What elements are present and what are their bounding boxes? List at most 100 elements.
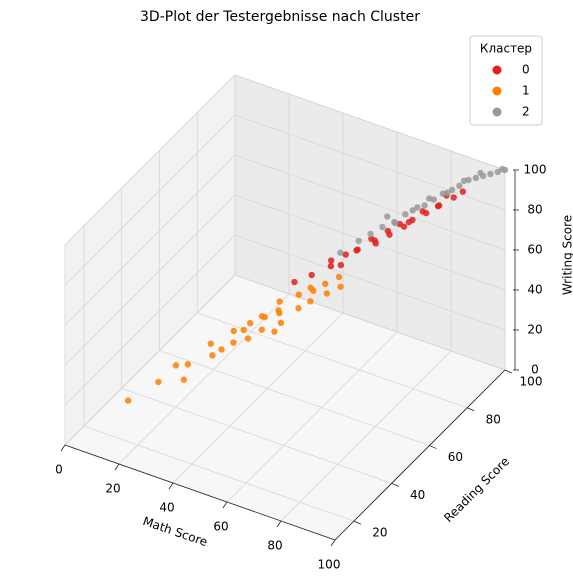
x-axis (64, 444, 336, 541)
point (172, 362, 180, 369)
point (355, 237, 362, 245)
point (367, 230, 374, 238)
grid-line (280, 350, 452, 522)
grid-line (64, 114, 236, 286)
grid-line (234, 194, 506, 291)
x-axis-label: Math Score (141, 514, 209, 549)
point (230, 327, 237, 335)
point (327, 262, 335, 270)
y-tick-label: 60 (448, 450, 463, 464)
point (246, 319, 254, 327)
grid-line (64, 274, 236, 446)
point (409, 207, 416, 214)
point (310, 287, 317, 294)
point (335, 273, 343, 281)
y-tick-label: 40 (410, 488, 425, 502)
point (372, 240, 379, 247)
grid-line (234, 74, 506, 171)
legend-marker (492, 86, 502, 96)
legend-marker (492, 107, 502, 117)
y-tick (467, 407, 475, 412)
point (337, 261, 345, 269)
point (124, 397, 132, 404)
x-tick-label: 80 (267, 539, 282, 553)
point (323, 290, 331, 297)
legend-marker (492, 65, 502, 75)
point (421, 202, 428, 209)
z-axis-label: Writing Score (561, 215, 573, 295)
z-tick-label: 20 (527, 323, 542, 337)
y-tick-label: 100 (520, 375, 543, 389)
point (155, 378, 162, 386)
point (291, 278, 298, 286)
point (276, 298, 283, 305)
x-tick-label: 100 (318, 558, 341, 572)
chart-title: 3D-Plot der Testergebnisse nach Cluster (140, 9, 420, 25)
x-tick (222, 501, 228, 509)
point (308, 271, 315, 279)
y-axis (334, 369, 506, 541)
point (402, 211, 409, 218)
grid-line (226, 331, 398, 503)
point (391, 219, 399, 227)
y-axis-label: Reading Score (441, 454, 512, 525)
point (414, 204, 421, 211)
x-tick-label: 0 (55, 463, 63, 477)
legend-label: 2 (522, 105, 530, 119)
z-tick-label: 100 (524, 163, 547, 177)
grid-line (159, 350, 430, 446)
y-tick (353, 520, 362, 525)
grid-line (64, 74, 236, 246)
x-tick-label: 60 (213, 520, 228, 534)
x-tick (168, 482, 174, 490)
point (456, 182, 463, 190)
point (444, 189, 451, 196)
x-tick (60, 444, 66, 452)
x-tick (330, 539, 336, 547)
x-tick-label: 40 (159, 501, 174, 515)
point (275, 307, 282, 314)
point (400, 223, 408, 230)
point (230, 339, 237, 346)
point (460, 177, 468, 185)
y-tick (391, 482, 399, 487)
point (472, 174, 480, 182)
point (184, 361, 192, 368)
point (271, 328, 278, 335)
grid-line (234, 154, 506, 251)
grid-line (234, 114, 506, 211)
point (409, 216, 416, 224)
y-tick (504, 369, 513, 374)
point (494, 168, 501, 176)
x-tick (114, 463, 120, 471)
y-tick (429, 445, 437, 449)
grid-line (83, 425, 355, 522)
point (240, 326, 247, 334)
point (337, 249, 344, 256)
x-tick (276, 520, 282, 528)
point (448, 186, 456, 194)
point (386, 231, 393, 238)
grid-line (234, 234, 506, 331)
point (379, 223, 386, 231)
grid-line (234, 274, 506, 371)
point (261, 313, 268, 321)
point (384, 213, 391, 220)
point (258, 326, 265, 333)
grid-line (118, 293, 290, 465)
legend-label: 0 (522, 63, 530, 77)
point (450, 194, 457, 201)
point (477, 169, 484, 177)
grid-line (64, 234, 236, 406)
point (322, 280, 329, 287)
z-tick-label: 0 (531, 363, 539, 377)
legend: Кластер 0 1 2 (469, 35, 543, 126)
y-tick-label: 20 (372, 526, 387, 540)
point (207, 340, 214, 347)
grid-line (64, 154, 236, 326)
point (244, 335, 252, 342)
point (277, 319, 285, 327)
point (425, 195, 433, 202)
point (180, 376, 187, 383)
point (434, 202, 442, 210)
